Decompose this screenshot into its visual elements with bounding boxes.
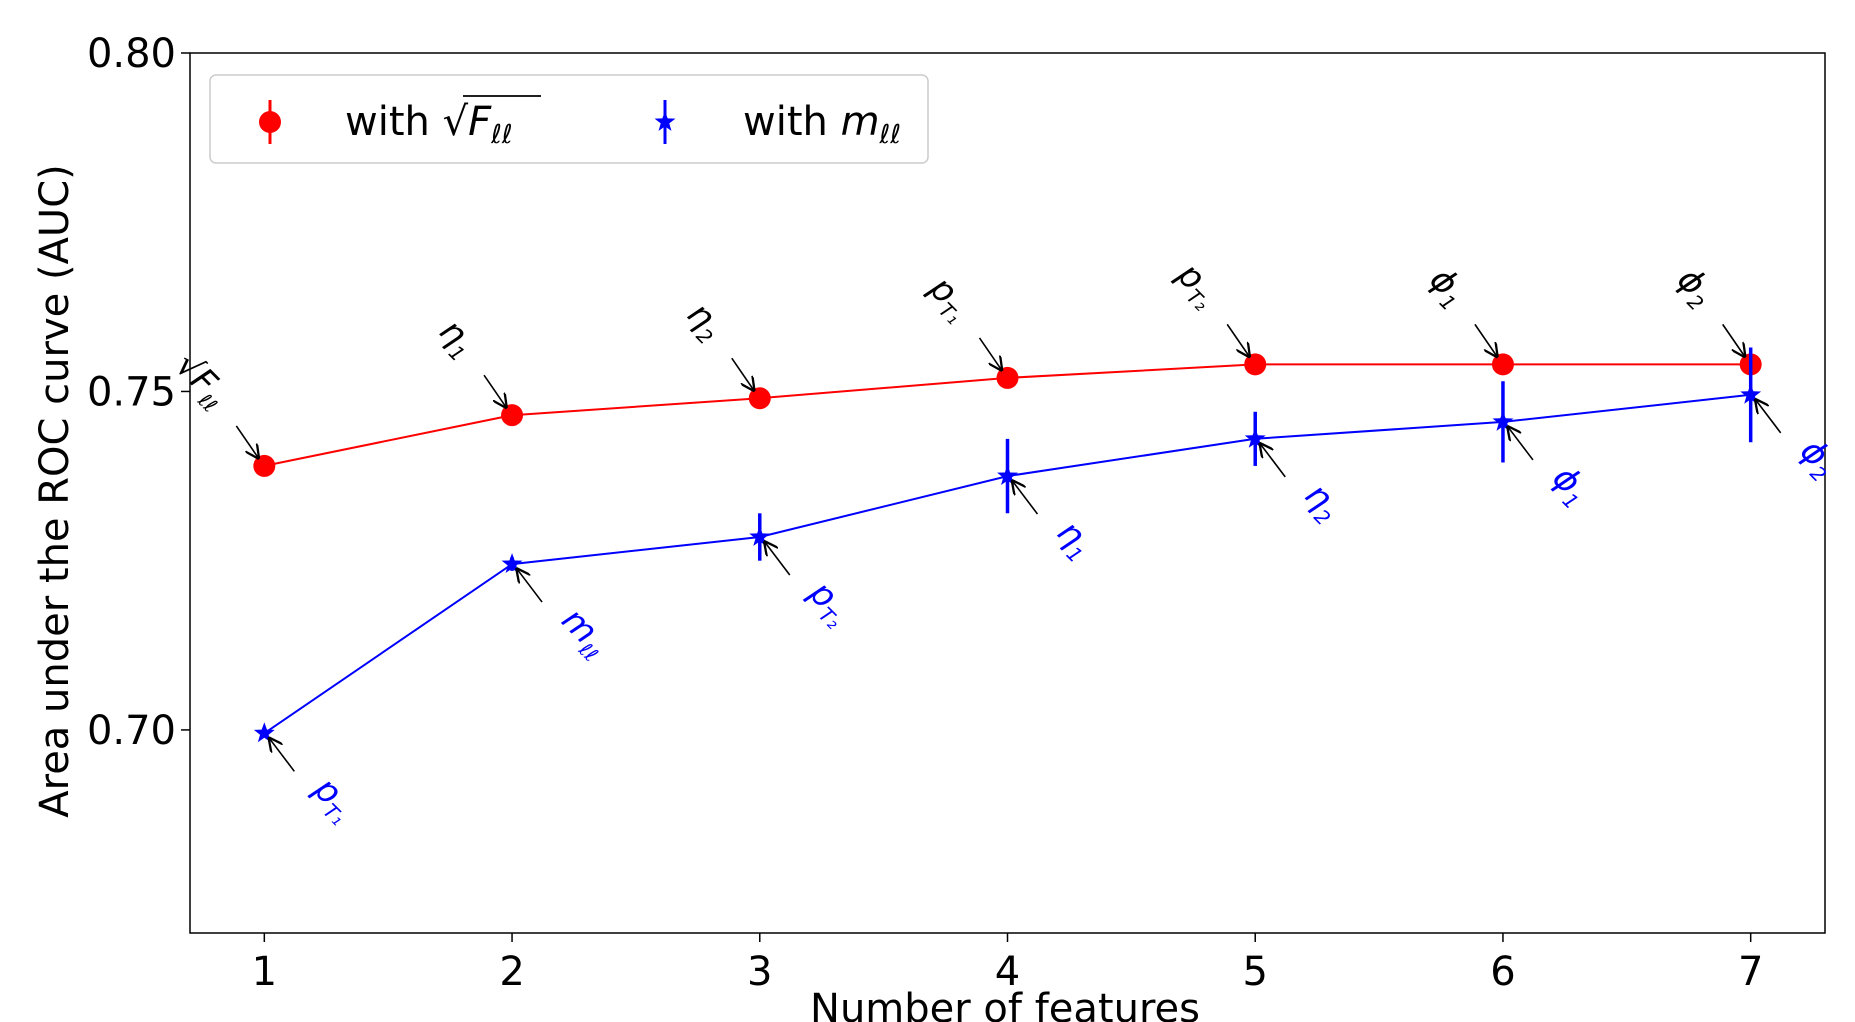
x-tick-label: 6 [1490,949,1515,995]
legend-radical: √ [443,99,469,145]
annotation-label: η1 [429,311,484,366]
x-tick-label: 3 [747,949,772,995]
annotation-label: ϕ2 [1667,260,1723,316]
annotation-label: mℓℓ [551,600,617,666]
annotation-arrow [483,374,506,407]
annotation-label: η1 [1046,512,1101,567]
annotation-label: η2 [1294,475,1349,530]
annotation-arrow [1756,400,1782,434]
annotation-label: pT₂ [798,572,859,633]
data-point [749,526,771,546]
annotation-arrow [765,542,791,576]
data-point [1491,353,1514,376]
legend-symbol: m [841,99,880,145]
legend-prefix: with [345,99,443,145]
y-axis-label: Area under the ROC curve (AUC) [32,164,78,817]
legend-marker [259,111,281,133]
legend-prefix: with [743,99,841,145]
annotation-arrow [269,738,295,772]
annotation-label: pT₂ [1166,254,1227,315]
y-tick-label: 0.70 [87,708,176,754]
data-point [748,387,771,410]
y-tick-label: 0.75 [87,369,176,415]
legend-subscript: ℓℓ [879,120,901,150]
annotation-label: pT₁ [302,769,363,830]
data-point [1244,427,1266,448]
data-point [1740,383,1762,404]
annotation-arrow [235,425,258,458]
legend-entry: with mℓℓ [654,99,901,150]
x-tick-label: 7 [1738,949,1763,995]
data-point [253,454,276,477]
data-point [997,465,1018,485]
annotation-arrow [1508,427,1534,461]
data-point [501,404,524,427]
legend-marker [654,111,676,131]
data-point [253,722,275,743]
annotation-arrow [517,569,543,603]
data-point [1244,353,1267,376]
annotation-arrow [1722,323,1745,356]
series-star [253,347,1762,743]
y-tick-label: 0.80 [87,31,176,77]
data-point [1492,410,1514,431]
x-tick-label: 5 [1243,949,1268,995]
data-point [501,553,523,573]
annotation-label: pT₁ [918,268,979,329]
data-point [996,366,1019,389]
annotation-arrow [1260,444,1286,478]
legend-label: with √Fℓℓ [345,99,513,150]
legend-box [209,74,929,164]
annotation-label: ϕ2 [1789,431,1845,487]
annotation-label: ϕ1 [1542,458,1598,514]
legend-label: with mℓℓ [743,99,901,150]
annotation-arrow [978,337,1002,370]
legend-symbol: F [468,99,492,145]
annotation-arrow [1474,323,1497,356]
legend-entry: with √Fℓℓ [259,95,541,150]
annotation-arrow [1226,323,1249,356]
annotation-label: ϕ1 [1419,260,1475,316]
x-tick-label: 1 [252,949,277,995]
annotation-label: η2 [676,294,731,349]
x-tick-label: 4 [995,949,1020,995]
annotation-arrow [1013,481,1039,515]
annotation-arrow [731,357,754,390]
x-axis-label: Number of features [810,986,1200,1022]
x-tick-label: 2 [499,949,524,995]
legend-subscript: ℓℓ [490,120,512,150]
